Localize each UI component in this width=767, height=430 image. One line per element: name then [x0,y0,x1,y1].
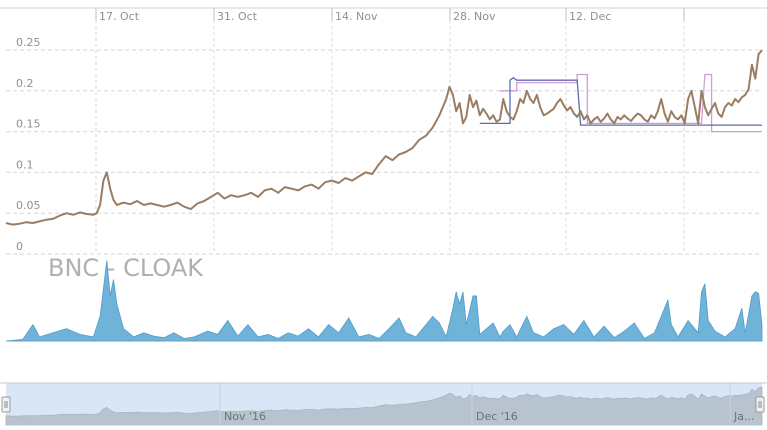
chart-gridlines [6,8,762,255]
navigator-date-label: Ja... [733,410,754,423]
top-axis-label: 12. Dec [569,10,611,23]
navigator-handle[interactable] [1,396,11,413]
y-axis-label: 0.1 [16,158,34,171]
y-axis-label: 0.25 [16,36,41,49]
navigator-handle-body[interactable] [755,396,765,413]
y-axis: 0.25 0.2 0.15 0.1 0.05 0 [16,36,41,253]
y-axis-label: 0 [16,240,23,253]
navigator-date-label: Dec '16 [476,410,518,423]
navigator-handle-body[interactable] [1,396,11,413]
volume-area [5,260,763,342]
navigator-date-label: Nov '16 [224,410,266,423]
chart-series [5,49,763,226]
top-axis-label: 17. Oct [99,10,140,23]
top-axis-label: 31. Oct [217,10,258,23]
y-axis-label: 0.05 [16,199,41,212]
navigator-handle[interactable] [755,396,765,413]
price-series-line [5,49,763,226]
y-axis-label: 0.15 [16,118,41,131]
top-axis-label: 28. Nov [453,10,496,23]
chart-title: BNC - CLOAK [48,254,204,282]
navigator[interactable]: Nov '16 Dec '16 Ja... [0,382,767,426]
volume-series [5,260,763,342]
violet-series-line [499,73,762,133]
navigator-series [5,386,763,426]
top-axis-label: 14. Nov [335,10,378,23]
top-date-axis: 17. Oct 31. Oct 14. Nov 28. Nov 12. Dec [0,7,767,23]
y-axis-label: 0.2 [16,77,34,90]
